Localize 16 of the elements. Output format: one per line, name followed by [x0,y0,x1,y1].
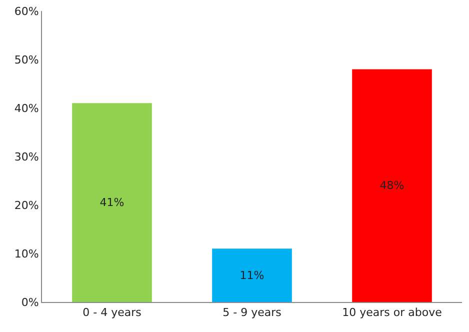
x-tick-label: 5 - 9 years [222,306,282,320]
x-tick-label: 0 - 4 years [82,306,142,320]
y-tick-label: 60% [14,4,39,18]
x-tick-label: 10 years or above [342,306,442,320]
data-label: 48% [380,179,404,192]
y-tick-label: 30% [14,150,39,164]
data-label: 11% [240,268,264,282]
y-tick-label: 50% [14,53,39,66]
bar [72,103,152,302]
y-tick-label: 40% [14,102,39,115]
data-label: 41% [100,196,124,210]
bar [212,248,292,302]
bar [352,69,432,302]
y-tick-label: 20% [14,198,39,212]
y-tick-label: 0% [21,296,39,309]
y-tick-label: 10% [14,247,39,260]
